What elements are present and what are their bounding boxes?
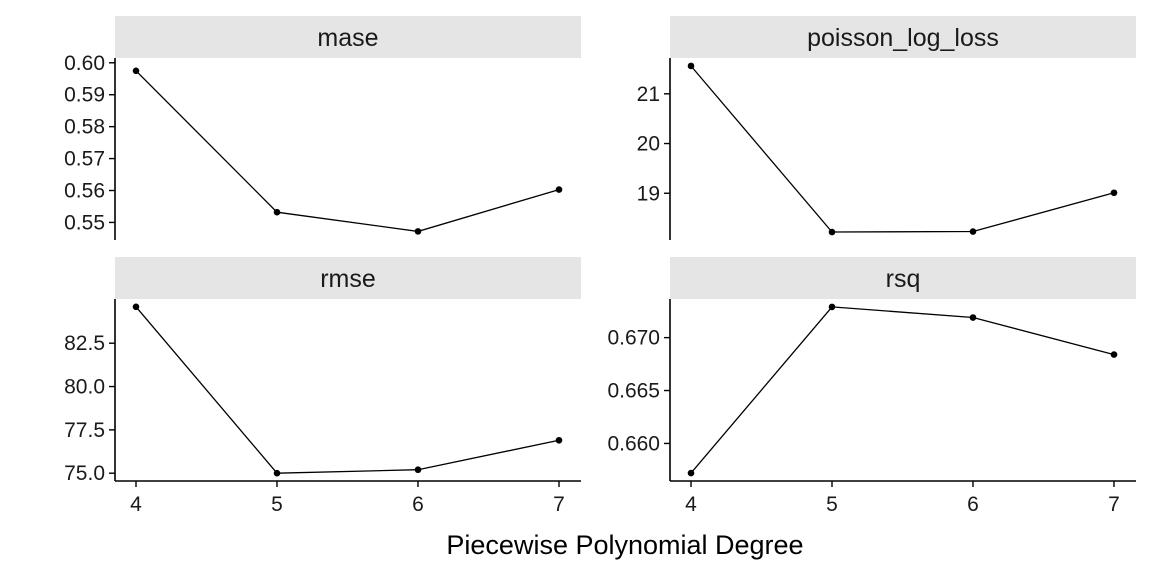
strip-poisson-log-loss [670, 16, 1136, 58]
x-tick-label: 5 [826, 493, 838, 516]
data-point [969, 314, 977, 321]
data-point [828, 303, 836, 311]
strip-rsq [670, 257, 1136, 299]
data-point [687, 469, 695, 477]
y-tick-label: 75.0 [64, 462, 105, 485]
strip-title-rmse: rmse [320, 265, 376, 293]
strip-title-poisson-log-loss: poisson_log_loss [807, 24, 999, 52]
x-tick-label: 6 [412, 493, 424, 516]
data-point [555, 186, 563, 193]
data-point [969, 228, 977, 235]
y-tick-label: 0.55 [64, 211, 105, 234]
y-tick-label: 0.670 [607, 327, 660, 350]
data-point [273, 208, 281, 216]
y-tick-label: 19 [637, 182, 660, 205]
y-tick-label: 0.57 [64, 148, 105, 171]
panel-rmse: rmse 75.0 77.5 80.0 82.5 4 5 6 7 [64, 257, 581, 516]
series-line-mase [135, 70, 560, 233]
y-tick-label: 0.660 [607, 432, 660, 455]
strip-title-rsq: rsq [886, 265, 921, 293]
series-line-rmse [135, 306, 560, 474]
data-point [1110, 189, 1118, 197]
data-point [555, 436, 563, 444]
y-tick-label: 0.60 [64, 52, 105, 75]
y-tick-label: 0.56 [64, 180, 105, 203]
data-point [687, 62, 695, 70]
x-tick-label: 5 [271, 493, 283, 516]
panel-rsq: rsq 0.660 0.665 0.670 4 5 6 7 [607, 257, 1136, 516]
data-point [1110, 351, 1118, 358]
data-point [414, 466, 422, 474]
x-axis-title: Piecewise Polynomial Degree [446, 530, 803, 560]
strip-title-mase: mase [317, 24, 378, 52]
data-point [414, 228, 422, 235]
y-tick-label: 80.0 [64, 376, 105, 399]
x-tick-label: 4 [685, 493, 697, 516]
data-point [132, 67, 140, 75]
y-tick-label: 21 [637, 83, 660, 106]
y-tick-label: 0.665 [607, 380, 660, 403]
series-line-poisson-log-loss [690, 65, 1115, 233]
panel-poisson-log-loss: poisson_log_loss 19 20 21 [637, 16, 1136, 240]
y-tick-label: 0.59 [64, 84, 105, 107]
data-point [273, 469, 281, 477]
x-tick-label: 6 [967, 493, 979, 516]
strip-mase [115, 16, 581, 58]
data-point [828, 228, 836, 236]
y-tick-label: 20 [637, 133, 660, 156]
strip-rmse [115, 257, 581, 299]
x-tick-label: 4 [130, 493, 142, 516]
panel-mase: mase 0.55 0.56 0.57 0.58 0.59 0.60 [64, 16, 581, 240]
x-tick-label: 7 [553, 493, 565, 516]
panels: mase 0.55 0.56 0.57 0.58 0.59 0.60 poisson_log_… [64, 16, 1136, 516]
y-tick-label: 0.58 [64, 116, 105, 139]
series-line-rsq [690, 306, 1115, 474]
y-tick-label: 82.5 [64, 332, 105, 355]
data-point [132, 303, 140, 311]
x-tick-label: 7 [1108, 493, 1120, 516]
y-tick-label: 77.5 [64, 419, 105, 442]
